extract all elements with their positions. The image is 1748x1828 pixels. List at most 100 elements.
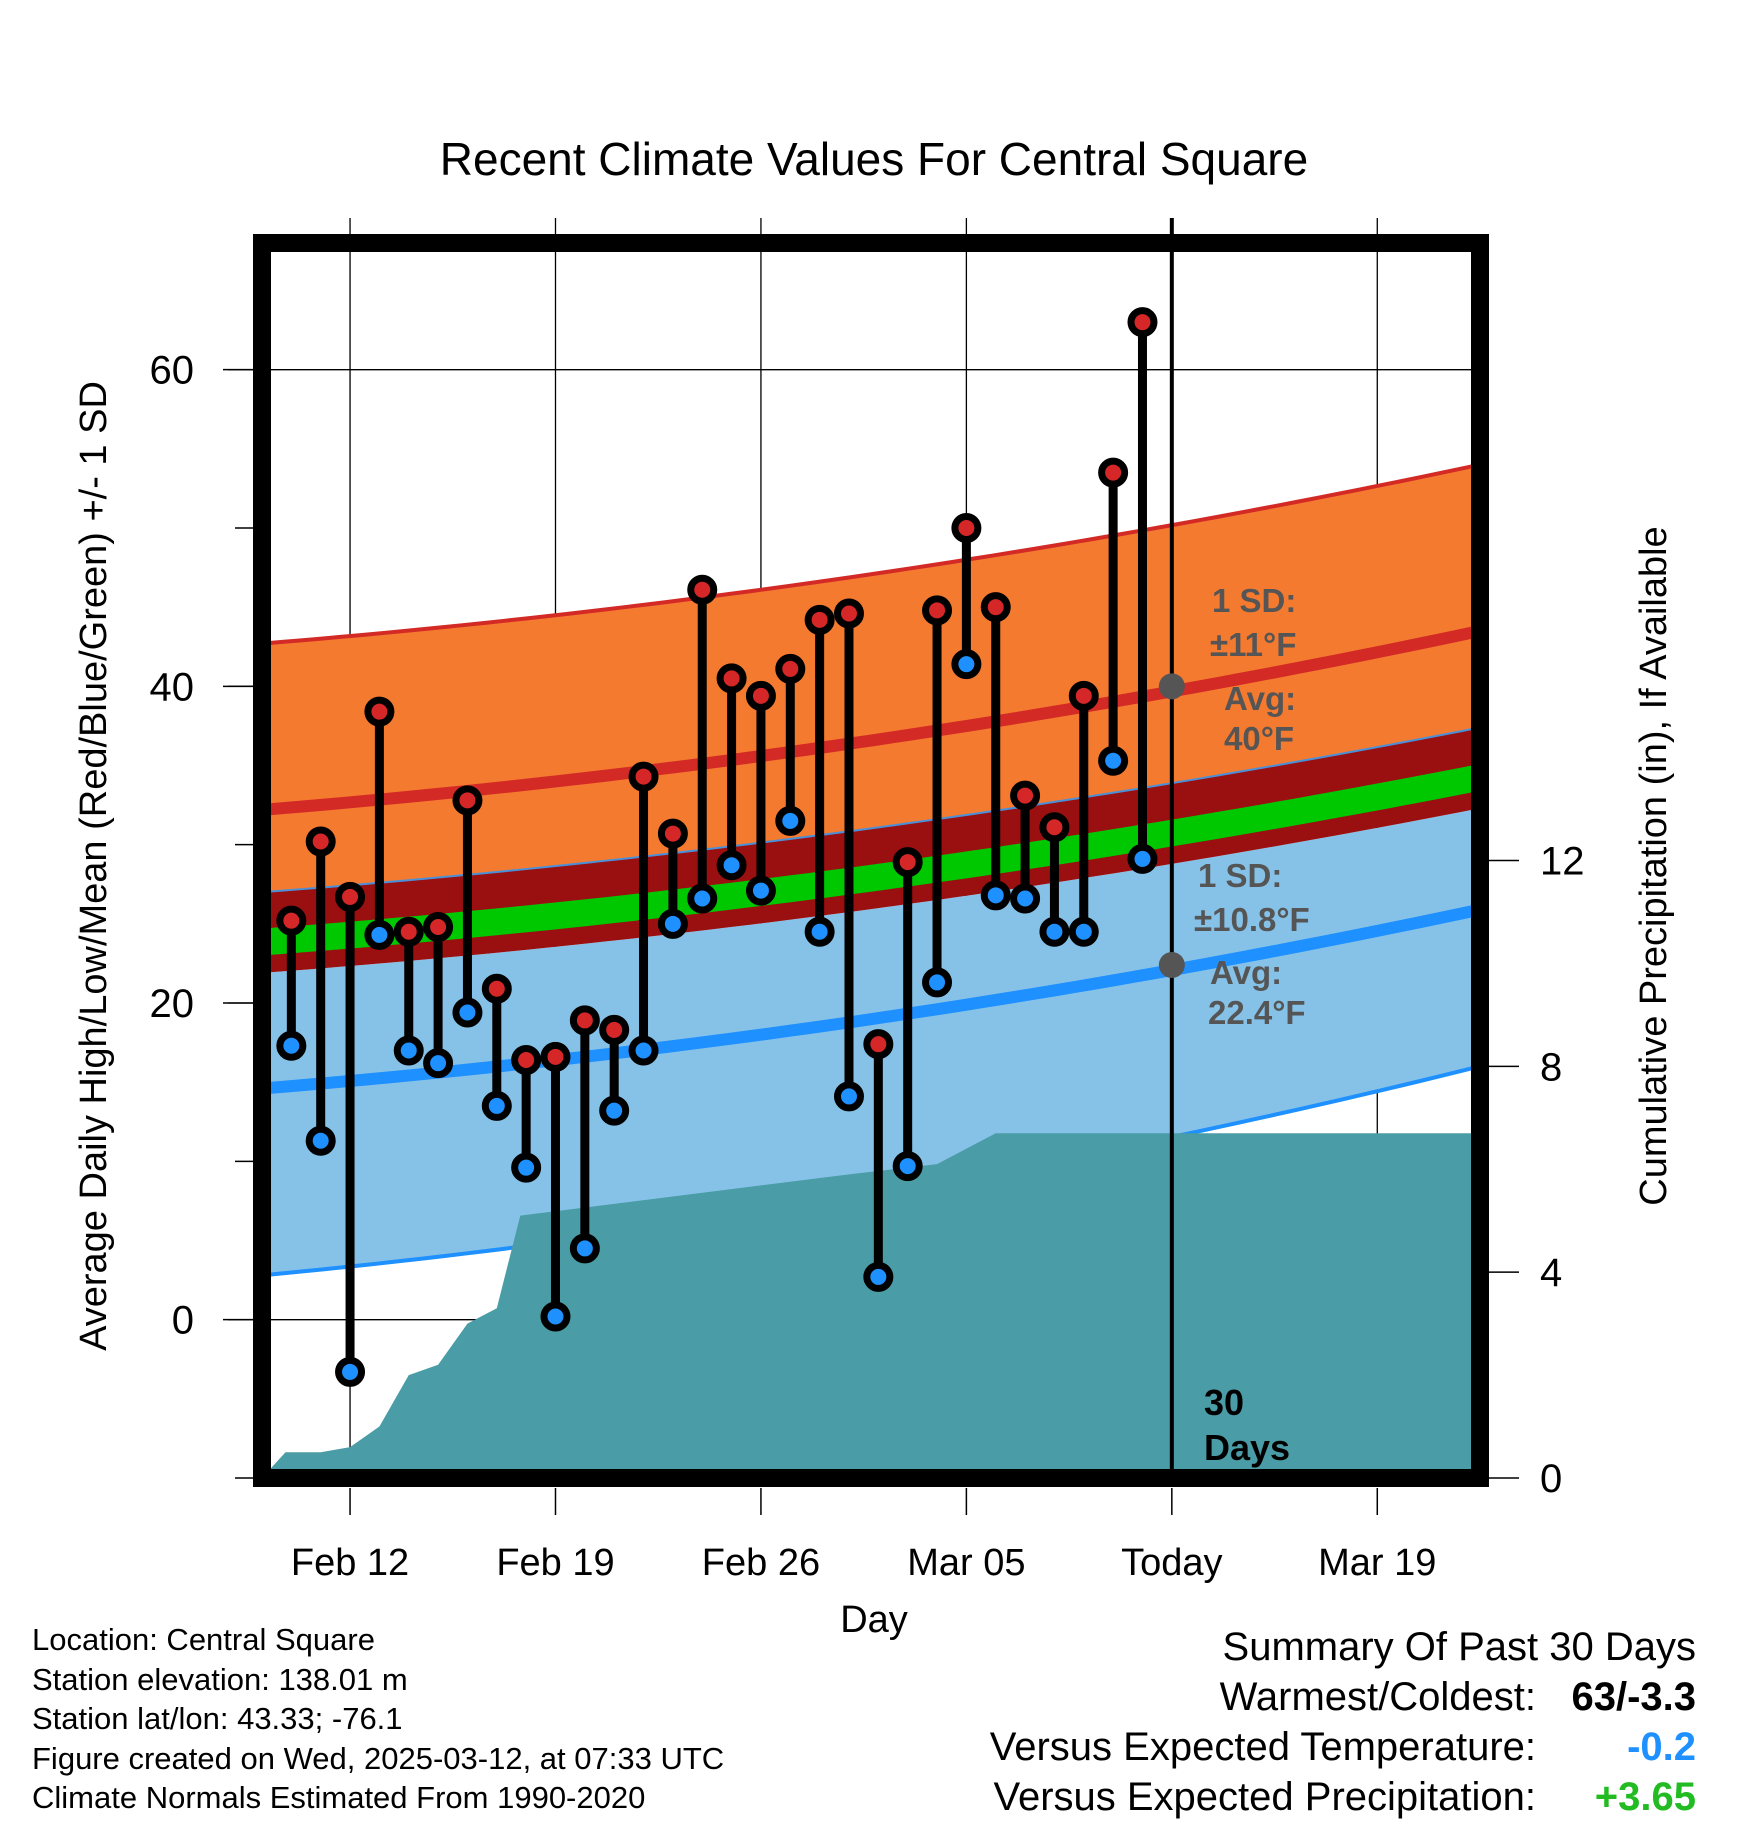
low-point (276, 1030, 307, 1061)
high-point (922, 595, 953, 626)
low-point (922, 967, 953, 998)
high-point (745, 680, 776, 711)
high-point (863, 1029, 894, 1060)
latlon-text: Station lat/lon: 43.33; -76.1 (32, 1701, 403, 1736)
plot-frame (253, 234, 1489, 1487)
low-avg-line (261, 903, 1482, 1095)
low-point (687, 883, 718, 914)
high-point (569, 1005, 600, 1036)
low-point (804, 916, 835, 947)
low-point (745, 875, 776, 906)
low-avg-value: 22.4°F (1208, 994, 1306, 1031)
high-point (481, 973, 512, 1004)
today-high-avg-point (1158, 673, 1185, 700)
high-point (1098, 457, 1129, 488)
low-point (569, 1233, 600, 1264)
high-avg-value: 40°F (1224, 720, 1294, 757)
low-point (657, 908, 688, 939)
x-tick-label: Feb 26 (702, 1542, 820, 1584)
high-point (716, 663, 747, 694)
high-point (1010, 780, 1041, 811)
high-point (628, 761, 659, 792)
location-text: Location: Central Square (32, 1622, 375, 1657)
high-point (1127, 307, 1158, 338)
high-point (364, 696, 395, 727)
x-axis-label: Day (840, 1599, 908, 1641)
high-sd-upper-line (261, 462, 1481, 646)
normals-text: Climate Normals Estimated From 1990-2020 (32, 1780, 646, 1815)
y-tick-label: 0 (172, 1299, 194, 1343)
low-point (1039, 916, 1070, 947)
high-avg-label: Avg: (1224, 680, 1296, 717)
precipitation-area (262, 1133, 1480, 1478)
high-point (423, 912, 454, 942)
low-point (599, 1095, 630, 1126)
low-point (511, 1152, 542, 1183)
low-point (716, 850, 747, 881)
precip-label: Versus Expected Precipitation: (993, 1775, 1536, 1819)
y-axis-label: Average Daily High/Low/Mean (Red/Blue/Gr… (73, 381, 115, 1351)
today-low-avg-point (1158, 952, 1185, 978)
y2-tick-label: 12 (1540, 840, 1585, 884)
high-point (892, 847, 923, 878)
x-tick-label: Feb 12 (291, 1542, 409, 1584)
high-point (276, 905, 307, 936)
x-tick-label: Today (1121, 1542, 1222, 1584)
low-point (951, 649, 982, 680)
low-point (892, 1151, 923, 1182)
station-info: Location: Central Square Station elevati… (32, 1620, 724, 1818)
created-text: Figure created on Wed, 2025-03-12, at 07… (32, 1740, 725, 1776)
low-point (628, 1035, 659, 1066)
chart-title: Recent Climate Values For Central Square (440, 133, 1308, 185)
low-point (481, 1090, 512, 1121)
y-tick-label: 20 (150, 982, 195, 1026)
summary-warmest-row: Warmest/Coldest: 63/-3.3 (990, 1672, 1696, 1722)
low-point (1010, 883, 1041, 914)
low-point (393, 1035, 424, 1066)
daily-marks (276, 307, 1158, 1387)
high-point (511, 1045, 542, 1075)
today-days-label: Days (1204, 1427, 1290, 1468)
temp-value: -0.2 (1627, 1725, 1696, 1769)
high-point (305, 826, 336, 857)
x-tick-label: Mar 05 (907, 1542, 1025, 1584)
high-sd-label: 1 SD: (1212, 582, 1296, 619)
high-point (657, 818, 688, 849)
y2-axis-label: Cumulative Precipitation (in), If Availa… (1633, 526, 1675, 1205)
low-point (833, 1081, 864, 1112)
low-point (423, 1048, 454, 1079)
today-days-number: 30 (1204, 1382, 1244, 1423)
temp-label: Versus Expected Temperature: (989, 1725, 1536, 1769)
low-sd-value: ±10.8°F (1194, 901, 1310, 938)
elevation-text: Station elevation: 138.01 m (32, 1661, 408, 1697)
summary-title: Summary Of Past 30 Days (1222, 1625, 1696, 1669)
high-point (599, 1014, 630, 1045)
x-tick-label: Mar 19 (1318, 1542, 1436, 1584)
low-point (335, 1356, 366, 1387)
low-point (980, 880, 1011, 911)
high-point (1068, 680, 1099, 711)
low-avg-label: Avg: (1210, 954, 1282, 991)
low-point (540, 1301, 571, 1332)
low-point (1098, 745, 1129, 776)
precipitation-cumulative-area (262, 1133, 1480, 1478)
y-tick-label: 40 (150, 665, 195, 709)
y2-tick-label: 0 (1540, 1457, 1562, 1501)
high-point (687, 574, 718, 605)
low-point (863, 1261, 894, 1292)
high-point (980, 592, 1011, 623)
mean-line (262, 763, 1480, 956)
warmest-label: Warmest/Coldest: (1219, 1675, 1536, 1719)
low-point (364, 919, 395, 950)
high-point (335, 881, 366, 912)
low-sd-label: 1 SD: (1198, 857, 1282, 894)
warmest-value: 63/-3.3 (1571, 1675, 1696, 1719)
summary-panel: Summary Of Past 30 Days Warmest/Coldest:… (990, 1622, 1696, 1822)
low-point (452, 997, 483, 1028)
y2-tick-label: 8 (1540, 1045, 1562, 1089)
high-point (393, 916, 424, 947)
summary-temp-row: Versus Expected Temperature: -0.2 (990, 1722, 1696, 1772)
high-point (951, 513, 982, 543)
y-tick-label: 60 (150, 349, 195, 393)
